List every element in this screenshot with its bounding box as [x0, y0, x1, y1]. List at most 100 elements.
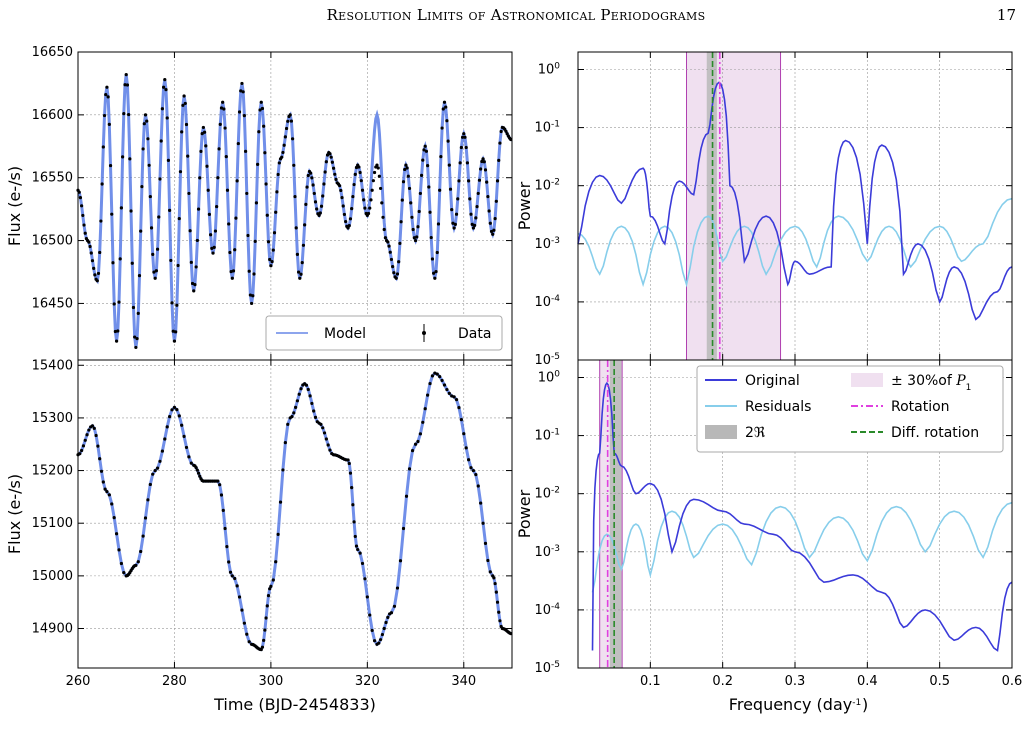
data-point [161, 85, 166, 89]
data-point [411, 227, 415, 232]
data-point [78, 196, 83, 200]
data-point [269, 584, 273, 588]
data-point [468, 197, 472, 201]
data-point [147, 163, 151, 167]
data-point [119, 561, 123, 566]
data-point [439, 155, 443, 159]
data-point [151, 472, 155, 476]
data-point [243, 149, 248, 153]
data-point [82, 223, 86, 227]
data-point [429, 235, 433, 240]
model-line [77, 371, 513, 652]
data-point [248, 293, 252, 297]
data-point [428, 381, 432, 386]
data-point [475, 205, 479, 209]
data-point [310, 176, 314, 180]
data-point [240, 81, 244, 86]
data-point [195, 238, 199, 243]
data-point [400, 198, 404, 202]
y-tick-label: 15400 [32, 358, 73, 373]
data-point [254, 201, 259, 205]
data-point [256, 162, 260, 166]
data-point [292, 163, 296, 167]
data-point [171, 329, 175, 333]
data-point [297, 270, 301, 274]
data-point [289, 119, 293, 123]
data-point [447, 163, 451, 167]
data-point [382, 626, 386, 631]
data-point [458, 161, 462, 165]
data-point [441, 107, 445, 111]
data-point [209, 233, 213, 237]
data-point [107, 122, 111, 126]
data-point [482, 160, 486, 164]
data-point [422, 148, 426, 152]
x-tick-label: 0.2 [712, 674, 733, 689]
data-point [235, 179, 239, 183]
data-point [237, 110, 242, 114]
data-point [205, 164, 209, 168]
legend-rotation-label: Rotation [891, 399, 950, 415]
data-point [278, 500, 283, 504]
data-point [451, 221, 455, 225]
legend-resolution-swatch [705, 425, 737, 439]
data-point [253, 239, 257, 243]
data-point [410, 215, 414, 219]
data-point [303, 223, 307, 227]
data-point [404, 163, 408, 167]
data-point [486, 194, 490, 199]
data-point [372, 170, 377, 175]
data-point [136, 311, 140, 315]
data-point [344, 219, 348, 224]
data-point [494, 199, 498, 203]
data-point [230, 276, 234, 280]
x-tick-label: 280 [162, 674, 187, 689]
data-point [294, 226, 298, 230]
data-point [341, 204, 345, 208]
data-point [338, 184, 342, 188]
data-point [154, 269, 158, 273]
data-point [282, 143, 286, 147]
data-point [435, 250, 439, 255]
data-point [187, 455, 191, 459]
data-point [155, 466, 160, 470]
data-point [271, 248, 275, 252]
data-point [463, 135, 467, 139]
data-point [113, 329, 117, 334]
data-point [462, 432, 466, 436]
data-point [419, 173, 424, 177]
data-point [403, 167, 407, 172]
data-point [377, 641, 381, 645]
data-point [245, 632, 249, 636]
data-point [350, 206, 354, 211]
data-point [326, 443, 330, 447]
data-point [90, 259, 95, 263]
data-point [170, 301, 174, 305]
data-point [288, 113, 292, 117]
data-point [404, 494, 409, 498]
data-point [95, 279, 99, 283]
data-point [145, 119, 149, 123]
data-point [276, 172, 280, 177]
data-point [196, 471, 201, 475]
data-point [177, 414, 181, 418]
y-axis-label: Power [515, 181, 534, 230]
x-axis-label: Time (BJD-2454833) [213, 695, 376, 714]
data-point [269, 264, 273, 268]
data-point [405, 166, 409, 170]
legend-resolution-label: 2ℜ [745, 425, 766, 441]
power-bottom-panel: 0.1 0.2 0.3 0.4 0.5 0.6 10-5 10-4 10-3 10-2 10-1 10… [515, 359, 1023, 714]
data-point [428, 210, 432, 214]
data-point [363, 577, 367, 581]
data-point [369, 198, 373, 202]
data-point [469, 466, 473, 470]
data-point [397, 260, 401, 264]
data-point [172, 339, 177, 343]
data-point [181, 103, 185, 107]
x-tick-label: 0.6 [1002, 674, 1023, 689]
data-point [387, 244, 391, 248]
data-point [319, 204, 324, 208]
data-point [164, 88, 168, 92]
data-point [295, 252, 300, 256]
